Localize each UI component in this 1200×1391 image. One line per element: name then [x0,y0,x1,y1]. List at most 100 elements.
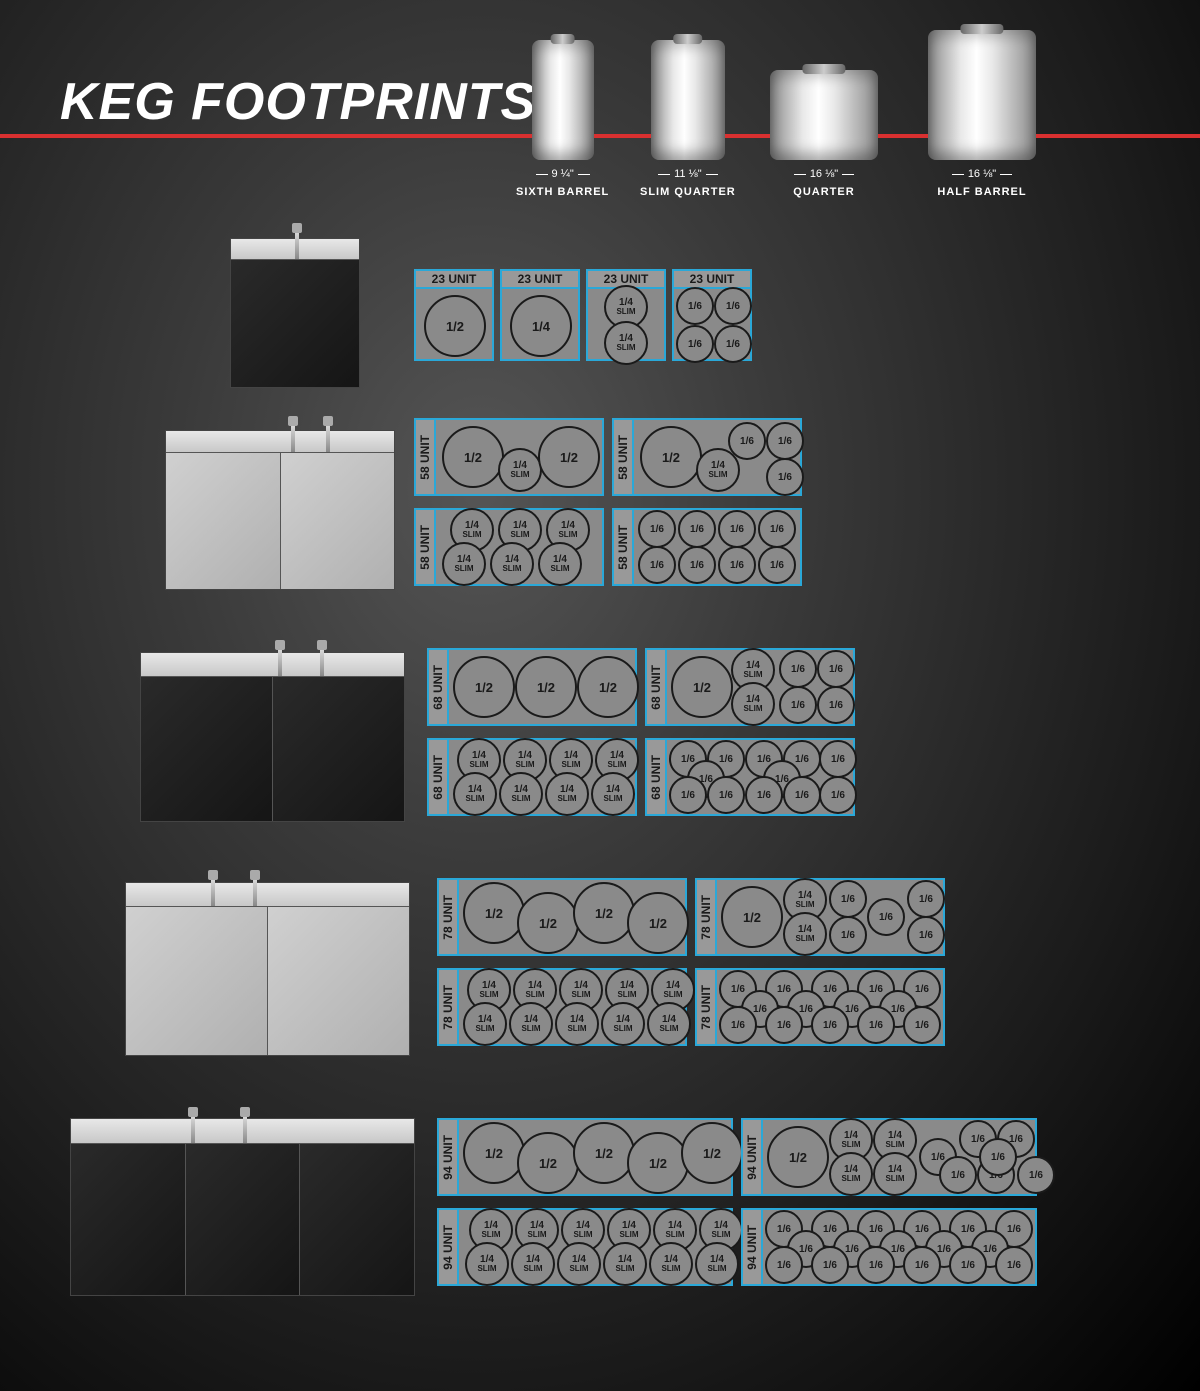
tap-icon [326,424,330,452]
keg-circle-sixth: 1/6 [903,1246,941,1284]
config-label: 68 UNIT [429,650,449,724]
cooler-body [141,677,404,821]
keg-circle-slim: 1/4SLIM [545,772,589,816]
page-title: KEG FOOTPRINTS [60,72,536,132]
keg-circle-sixth: 1/6 [979,1138,1017,1176]
keg-circle-sixth: 1/6 [678,510,716,548]
cooler-top [141,653,404,677]
cooler-door [186,1144,301,1295]
tap-icon [320,648,324,676]
config-box: 78 UNIT1/4SLIM1/4SLIM1/4SLIM1/4SLIM1/4SL… [437,968,687,1046]
keg-circle-slim: 1/4SLIM [463,1002,507,1046]
config-body: 1/61/61/61/61/61/61/61/61/61/61/61/61/61… [717,970,943,1044]
keg-circle-slim: 1/4SLIM [453,772,497,816]
keg-circle-half: 1/2 [721,886,783,948]
cooler-top [126,883,409,907]
keg-circle-sixth: 1/6 [638,546,676,584]
keg-circle-half: 1/2 [671,656,733,718]
keg-circle-half: 1/2 [640,426,702,488]
keg-circle-sixth: 1/6 [819,776,857,814]
keg-circle-half: 1/2 [577,656,639,718]
keg-type: 16 ⅛" QUARTER [770,20,878,198]
keg-type: 11 ⅛" SLIM QUARTER [640,20,736,198]
config-box: 94 UNIT1/61/61/61/61/61/61/61/61/61/61/6… [741,1208,1037,1286]
keg-circle-half: 1/2 [424,295,486,357]
config-box: 68 UNIT1/4SLIM1/4SLIM1/4SLIM1/4SLIM1/4SL… [427,738,637,816]
keg-name: SIXTH BARREL [516,186,609,198]
config-box: 78 UNIT1/21/21/21/2 [437,878,687,956]
keg-circle-slim: 1/4SLIM [498,448,542,492]
cooler-body [166,453,394,589]
keg-circle-sixth: 1/6 [817,650,855,688]
config-box: 58 UNIT1/4SLIM1/4SLIM1/4SLIM1/4SLIM1/4SL… [414,508,604,586]
config-body: 1/4SLIM1/4SLIM1/4SLIM1/4SLIM1/4SLIM1/4SL… [459,1210,731,1284]
keg-circle-half: 1/2 [442,426,504,488]
config-body: 1/4SLIM1/4SLIM1/4SLIM1/4SLIM1/4SLIM1/4SL… [436,510,602,584]
tap-icon [253,878,257,906]
keg-circle-sixth: 1/6 [779,650,817,688]
keg-circle-slim: 1/4SLIM [873,1152,917,1196]
config-body: 1/4SLIM1/4SLIM1/4SLIM1/4SLIM1/4SLIM1/4SL… [449,740,635,814]
config-label: 78 UNIT [439,970,459,1044]
config-body: 1/21/4SLIM1/4SLIM1/4SLIM1/4SLIM1/61/61/6… [763,1120,1035,1194]
config-label: 94 UNIT [743,1120,763,1194]
keg-circle-half: 1/2 [681,1122,743,1184]
keg-circle-sixth: 1/6 [765,1006,803,1044]
config-label: 58 UNIT [416,420,436,494]
config-label: 94 UNIT [439,1210,459,1284]
config-box: 94 UNIT1/4SLIM1/4SLIM1/4SLIM1/4SLIM1/4SL… [437,1208,733,1286]
config-box: 68 UNIT1/21/4SLIM1/4SLIM1/61/61/61/6 [645,648,855,726]
cooler-door [281,453,395,589]
config-box: 58 UNIT1/61/61/61/61/61/61/61/6 [612,508,802,586]
keg-circle-sixth: 1/6 [779,686,817,724]
keg-image [651,40,725,160]
keg-circle-half: 1/2 [627,1132,689,1194]
keg-circle-sixth: 1/6 [867,898,905,936]
tap-icon [278,648,282,676]
keg-dimension: 9 ¼" [536,168,590,180]
tap-icon [291,424,295,452]
keg-type: 9 ¼" SIXTH BARREL [516,20,609,198]
cooler-top [231,239,359,260]
config-label: 23 UNIT [674,271,750,289]
config-box: 94 UNIT1/21/4SLIM1/4SLIM1/4SLIM1/4SLIM1/… [741,1118,1037,1196]
keg-circle-sixth: 1/6 [765,1246,803,1284]
keg-circle-sixth: 1/6 [718,510,756,548]
config-body: 1/61/61/61/61/61/61/61/6 [634,510,800,584]
keg-circle-half: 1/2 [517,1132,579,1194]
config-box: 23 UNIT1/4 [500,269,580,361]
keg-circle-slim: 1/4SLIM [604,321,648,365]
keg-circle-slim: 1/4SLIM [649,1242,693,1286]
cooler-door [141,677,273,821]
keg-circle-sixth: 1/6 [766,422,804,460]
keg-circle-sixth: 1/6 [758,546,796,584]
cooler-door [273,677,404,821]
config-body: 1/21/4SLIM1/4SLIM1/61/61/61/61/6 [717,880,943,954]
cooler-unit [165,430,395,590]
keg-circle-sixth: 1/6 [714,325,752,363]
keg-circle-sixth: 1/6 [857,1006,895,1044]
config-body: 1/2 [416,289,492,359]
keg-circle-half: 1/4 [510,295,572,357]
config-box: 58 UNIT1/21/4SLIM1/2 [414,418,604,496]
config-body: 1/4SLIM1/4SLIM [588,289,664,359]
keg-image [532,40,594,160]
config-label: 78 UNIT [697,880,717,954]
keg-circle-half: 1/2 [463,882,525,944]
config-body: 1/4SLIM1/4SLIM1/4SLIM1/4SLIM1/4SLIM1/4SL… [459,970,685,1044]
keg-circle-half: 1/2 [573,1122,635,1184]
keg-circle-slim: 1/4SLIM [555,1002,599,1046]
config-label: 94 UNIT [743,1210,763,1284]
keg-circle-sixth: 1/6 [829,880,867,918]
cooler-unit [70,1118,415,1296]
config-box: 78 UNIT1/21/4SLIM1/4SLIM1/61/61/61/61/6 [695,878,945,956]
keg-name: QUARTER [793,186,854,198]
cooler-door [126,907,268,1055]
config-box: 78 UNIT1/61/61/61/61/61/61/61/61/61/61/6… [695,968,945,1046]
keg-circle-half: 1/2 [463,1122,525,1184]
config-box: 23 UNIT1/4SLIM1/4SLIM [586,269,666,361]
keg-circle-slim: 1/4SLIM [731,682,775,726]
keg-circle-sixth: 1/6 [903,1006,941,1044]
keg-circle-sixth: 1/6 [758,510,796,548]
keg-circle-sixth: 1/6 [817,686,855,724]
